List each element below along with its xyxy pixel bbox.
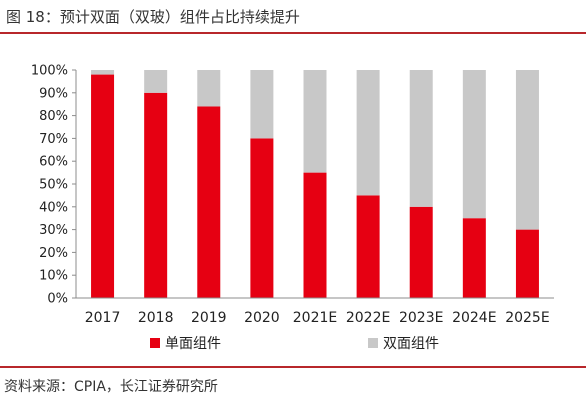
x-tick-label: 2020 — [244, 310, 280, 326]
legend-swatch — [150, 338, 160, 348]
legend: 单面组件 双面组件 — [150, 336, 439, 352]
x-tick-label: 2024E — [452, 310, 496, 326]
y-tick-label: 10% — [39, 269, 68, 284]
y-tick-label: 0% — [47, 292, 68, 307]
single-sided-bar-2023E — [409, 206, 433, 298]
double-sided-bar-2020 — [250, 70, 274, 139]
x-tick-label: 2022E — [346, 310, 390, 326]
y-tick-label: 100% — [31, 64, 68, 79]
double-sided-bar-2022E — [356, 70, 380, 196]
x-tick-label: 2017 — [85, 310, 121, 326]
single-sided-bar-2019 — [197, 106, 221, 298]
single-sided-bar-2017 — [91, 74, 115, 298]
double-sided-bar-2023E — [409, 70, 433, 207]
y-tick-label: 20% — [39, 246, 68, 261]
legend-label: 双面组件 — [383, 336, 439, 352]
chart-title: 图 18：预计双面（双玻）组件占比持续提升 — [6, 8, 300, 26]
source-rule — [0, 366, 586, 368]
y-axis: 0% 10% 20% 30% 40% 50% 60% 70% 80% 90% 100% — [31, 64, 77, 307]
y-tick-label: 90% — [39, 86, 68, 101]
y-tick-label: 30% — [39, 223, 68, 238]
source-note: 资料来源：CPIA，长江证券研究所 — [4, 379, 218, 395]
x-tick-label: 2021E — [293, 310, 337, 326]
x-tick-label: 2019 — [191, 310, 227, 326]
single-sided-bar-2022E — [356, 195, 380, 298]
double-sided-bar-2025E — [515, 70, 539, 230]
legend-label: 单面组件 — [165, 336, 221, 352]
x-axis: 2017 2018 2019 2020 2021E 2022E 2023E 2024E 2025… — [76, 297, 554, 326]
x-tick-label: 2025E — [505, 310, 549, 326]
double-sided-bar-2019 — [197, 70, 221, 107]
x-tick-label: 2023E — [399, 310, 443, 326]
single-sided-bar-2021E — [303, 172, 327, 298]
y-tick-label: 40% — [39, 200, 68, 215]
y-tick-label: 80% — [39, 109, 68, 124]
single-sided-bar-2024E — [462, 218, 486, 298]
double-sided-bar-2021E — [303, 70, 327, 173]
y-tick-label: 70% — [39, 132, 68, 147]
double-sided-bar-2018 — [144, 70, 168, 93]
bars — [91, 70, 539, 298]
stacked-bar-chart: 0%10%20%30%40%50%60%70%80%90%100% 2017 20… — [31, 64, 554, 352]
y-tick-label: 60% — [39, 155, 68, 170]
double-sided-bar-2017 — [91, 70, 115, 75]
y-tick-label: 50% — [39, 178, 68, 193]
x-tick-label: 2018 — [138, 310, 174, 326]
double-sided-bar-2024E — [462, 70, 486, 219]
single-sided-bar-2020 — [250, 138, 274, 298]
single-sided-bar-2025E — [515, 229, 539, 298]
title-rule — [0, 32, 586, 34]
legend-swatch — [368, 338, 378, 348]
single-sided-bar-2018 — [144, 92, 168, 298]
